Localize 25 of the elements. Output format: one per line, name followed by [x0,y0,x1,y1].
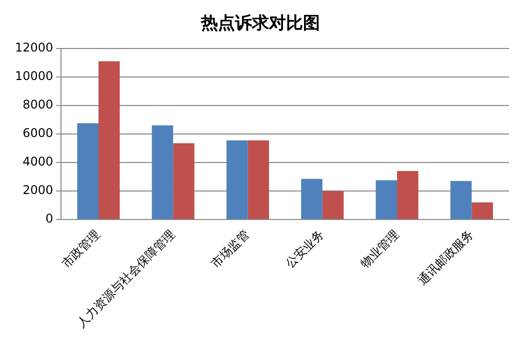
y-tick-label: 4000 [22,154,54,169]
bar [322,190,344,219]
bar [77,123,98,219]
y-tick-label: 12000 [14,40,54,55]
bar [376,180,398,219]
bar [98,61,120,219]
bar [248,140,270,219]
chart-title: 热点诉求对比图 [200,14,320,34]
x-tick-label: 市政管理 [58,227,103,271]
bar [472,202,493,219]
x-tick-label: 通讯邮政服务 [415,227,476,288]
y-tick-label: 8000 [22,98,54,112]
y-tick-label: 6000 [22,126,54,140]
x-tick-label: 公安业务 [282,227,327,271]
y-tick-label: 2000 [22,183,54,198]
bar [301,178,322,219]
bar [173,143,194,219]
bar [450,180,472,219]
bar [397,171,418,219]
x-tick-label: 物业管理 [358,227,402,271]
bar [152,125,174,219]
x-tick-label: 市场监管 [208,227,252,271]
bar [226,140,248,219]
y-tick-label: 10000 [14,69,54,84]
y-tick-label: 0 [46,212,54,226]
